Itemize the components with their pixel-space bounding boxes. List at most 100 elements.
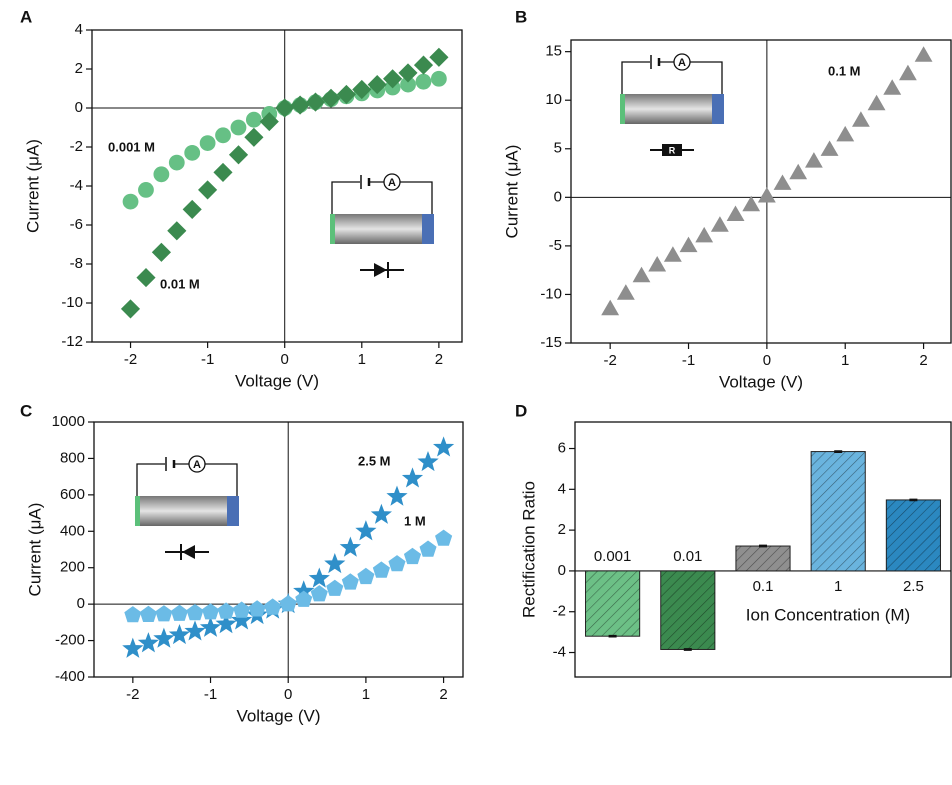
nanochannel [330,214,434,244]
x-axis-title: Voltage (V) [235,371,319,390]
data-point [435,529,453,546]
data-point [120,299,141,319]
y-tick-label: 0 [558,562,566,579]
x-tick-label: -2 [124,351,137,368]
data-point [339,536,361,557]
panel-label: D [515,401,527,420]
series-label: 0.1 M [828,63,861,78]
data-point [244,127,264,147]
data-point [184,144,201,161]
data-point [264,598,282,615]
data-point [310,585,328,602]
y-tick-label: -6 [70,216,83,233]
x-axis-title: Voltage (V) [719,372,803,391]
circuit-wire [331,181,433,227]
x-tick-label: -1 [201,351,214,368]
data-point [231,609,253,630]
data-point [710,216,729,232]
y-tick-label: 5 [554,140,562,157]
data-point [138,181,154,198]
data-point [248,600,266,617]
data-point [201,603,220,620]
data-point [137,632,159,653]
data-point [742,195,761,212]
x-tick-label: 2 [439,686,447,703]
y-axis-title: Current (μA) [502,145,521,239]
data-point [401,467,424,488]
electrode [422,214,434,244]
data-point [167,221,187,241]
y-tick-label: -4 [70,177,83,194]
electrode [227,496,239,526]
nanochannel [620,94,724,124]
data-point [136,268,156,288]
y-tick-label: -2 [553,603,566,620]
ammeter [673,53,691,71]
bar-hatch [886,499,941,571]
error-bar [909,498,918,502]
data-point [259,112,279,132]
data-point [230,119,247,136]
data-point [398,63,418,83]
electrode [712,94,724,124]
data-point [386,485,408,506]
panel-label: C [20,401,32,420]
series-label: 0.01 M [160,276,200,291]
circuit-wire [136,463,238,509]
error-bar [759,544,767,548]
circuit-inset: A [135,455,239,560]
nanochannel [135,496,239,526]
plot-frame [574,421,952,678]
data-point [217,602,235,619]
ammeter-label: A [193,459,201,471]
y-axis-title: Current (μA) [23,139,42,233]
y-axis-title: Current (μA) [25,503,44,597]
data-point [357,567,375,585]
data-point [321,88,341,108]
data-point [151,242,171,262]
data-point [601,299,620,316]
x-tick-label: 0.01 [673,548,702,565]
y-tick-label: 200 [60,559,85,576]
data-point [403,547,422,565]
data-point [352,79,372,100]
y-tick-label: 0 [554,188,562,205]
data-point [155,605,173,622]
y-tick-label: -10 [540,285,562,302]
panel-label: A [20,7,32,26]
data-point [388,555,406,572]
data-point [122,193,139,210]
data-point [124,606,142,623]
x-tick-label: 0 [281,351,289,368]
x-tick-label: 1 [841,352,849,369]
data-point [139,605,157,622]
circuit-inset: A [330,173,434,278]
data-point [867,94,886,111]
data-point [275,98,295,118]
series-label: 1 M [404,513,426,528]
data-point [616,284,635,300]
x-tick-label: 2 [435,351,443,368]
data-point [199,135,216,152]
x-tick-label: 2.5 [903,578,924,595]
data-point [153,166,170,183]
data-point [695,226,714,243]
x-tick-label: -2 [126,686,139,703]
data-point [820,140,839,156]
data-point [186,603,204,621]
x-tick-label: 1 [834,578,842,595]
y-tick-label: 2 [75,60,83,77]
data-point [295,590,313,607]
ammeter-label: A [388,177,396,189]
data-point [415,73,432,90]
y-tick-label: 400 [60,522,85,539]
bar-hatch [585,570,640,637]
data-point [324,552,346,574]
y-tick-label: 1000 [52,413,85,430]
y-tick-label: -200 [55,632,85,649]
y-tick-label: -2 [70,138,83,155]
x-tick-label: 0 [284,686,292,703]
data-point [632,266,651,283]
data-point [372,561,390,578]
